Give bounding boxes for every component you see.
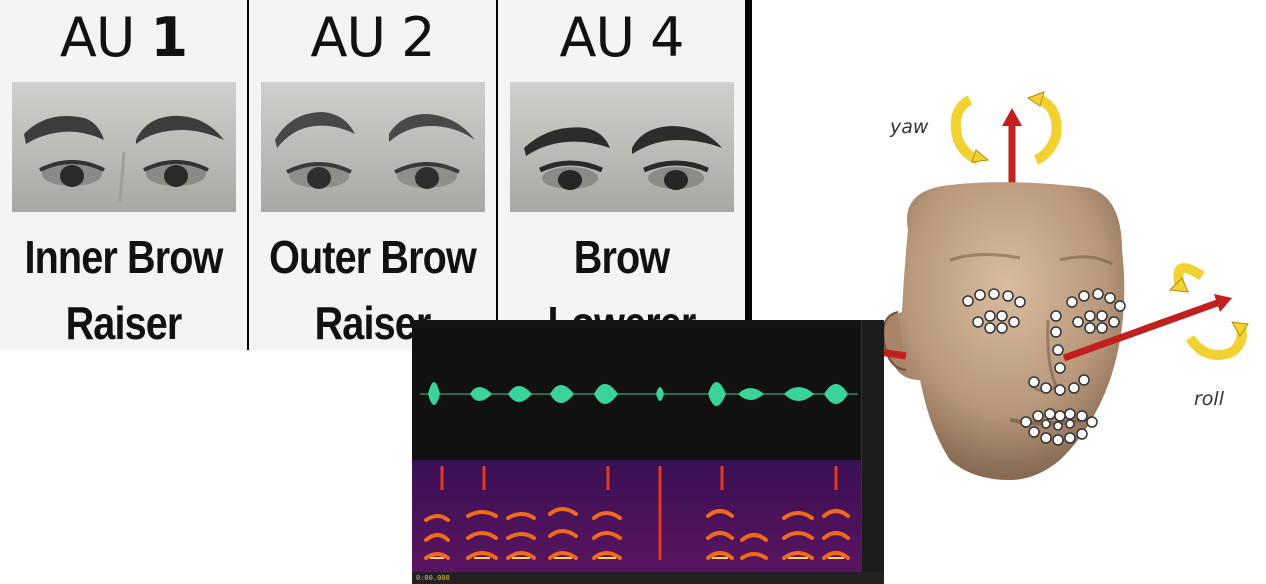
- au-label: Inner Brow Raiser: [24, 231, 223, 349]
- au-title: AU 2: [310, 6, 436, 69]
- eyes-image: [510, 82, 734, 212]
- au-label: Outer Brow Raiser: [269, 231, 477, 349]
- au-card-2: AU 2 Outer Brow Raiser: [249, 0, 496, 350]
- facial-landmarks: [962, 288, 1126, 446]
- au-title: AU 4: [559, 6, 685, 69]
- waveform: [412, 328, 862, 462]
- timecode: 0:00.000: [416, 574, 450, 582]
- head-pose-figure: [879, 91, 1249, 480]
- eyes-image: [12, 82, 236, 212]
- au-card-1: AU 1 Inner Brow Raiser: [0, 0, 247, 350]
- amplitude-ruler: [861, 320, 884, 572]
- roll-rotation-arrows: [1168, 263, 1249, 360]
- eyes-image: [261, 82, 485, 212]
- transport-bar[interactable]: [412, 572, 884, 584]
- audio-editor: 0:00.000: [412, 320, 884, 584]
- au-card-4: AU 4 Brow Lowerer: [498, 0, 745, 350]
- action-unit-strip: AU 1 Inner Brow Raiser AU 2: [0, 0, 752, 350]
- roll-label: roll: [1194, 388, 1224, 410]
- roll-axis-arrow: [1062, 298, 1222, 362]
- spectrogram: [412, 460, 862, 572]
- au-title: AU 1: [59, 6, 188, 69]
- yaw-label: yaw: [890, 116, 929, 138]
- yaw-rotation-arrows: [950, 91, 1062, 165]
